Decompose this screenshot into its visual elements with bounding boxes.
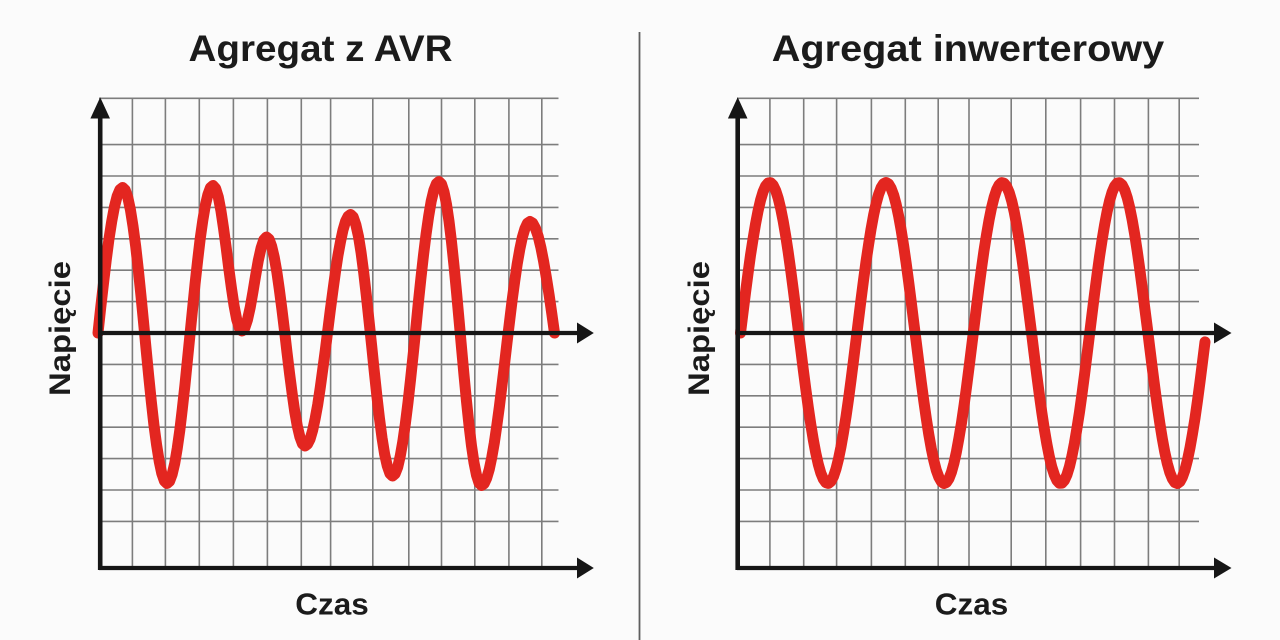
svg-text:Agregat inwerterowy: Agregat inwerterowy [772,27,1165,69]
svg-text:Napięcie: Napięcie [683,261,716,396]
svg-text:Napięcie: Napięcie [44,261,77,396]
svg-text:Czas: Czas [295,587,369,622]
svg-text:Czas: Czas [935,587,1009,622]
svg-text:Agregat z AVR: Agregat z AVR [189,27,453,69]
